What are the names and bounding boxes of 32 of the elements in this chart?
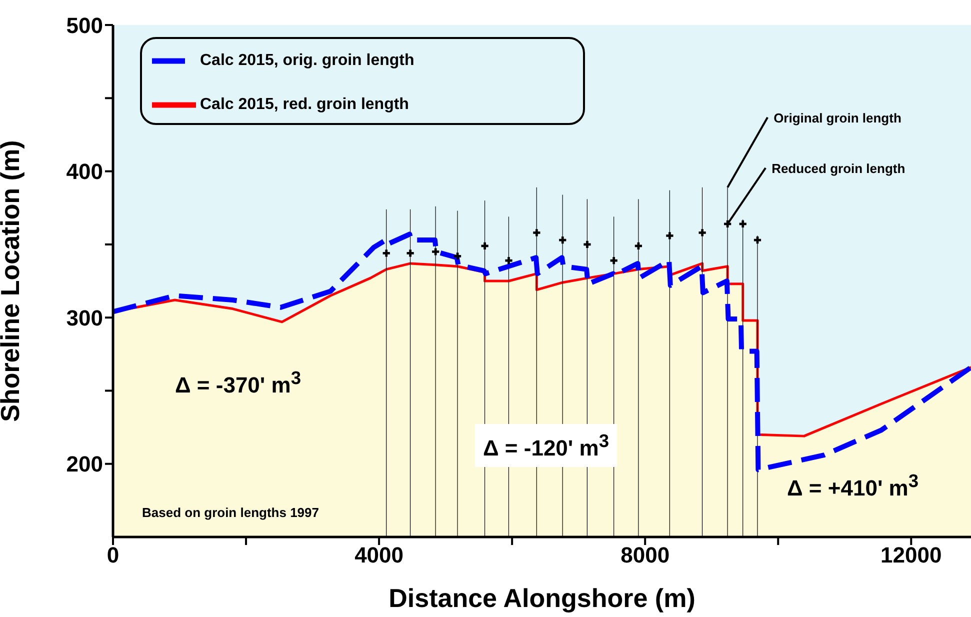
point [505, 256, 512, 264]
x-tick-label: 12000 [880, 542, 942, 568]
annotation: Δ = -370' m$^{3}$ [175, 367, 302, 398]
point [382, 250, 390, 257]
point [584, 240, 591, 248]
annotation: Δ = +410' m$^{3}$ [787, 470, 919, 502]
point [533, 229, 540, 236]
x-tick-label: 4000 [354, 542, 404, 568]
point [739, 220, 746, 228]
point [406, 250, 414, 257]
legend-label: Calc 2015, orig. groin length [200, 52, 414, 70]
x-tick-label: 8000 [620, 542, 670, 568]
annotation: Original groin length [774, 110, 902, 126]
y-tick-label: 400 [66, 159, 103, 184]
point [634, 242, 642, 250]
x-axis-title: Distance Alongshore (m) [388, 583, 696, 613]
point [481, 242, 488, 250]
annotation: Δ = -120' m$^{3}$ [475, 424, 618, 468]
point [432, 248, 440, 256]
point [666, 232, 674, 240]
legend-label: Calc 2015, red. groin length [200, 96, 409, 114]
point [454, 252, 462, 260]
y-tick-label: 200 [66, 452, 103, 477]
y-axis-title: Shoreline Location (m) [0, 140, 26, 422]
x-tick-label: 0 [106, 542, 120, 568]
y-tick-label: 500 [66, 12, 103, 38]
point [559, 236, 566, 244]
point [610, 256, 618, 264]
y-tick-label: 300 [66, 305, 103, 330]
annotation: Based on groin lengths 1997 [142, 505, 319, 520]
annotation: Reduced groin length [772, 160, 906, 176]
point [698, 229, 706, 236]
